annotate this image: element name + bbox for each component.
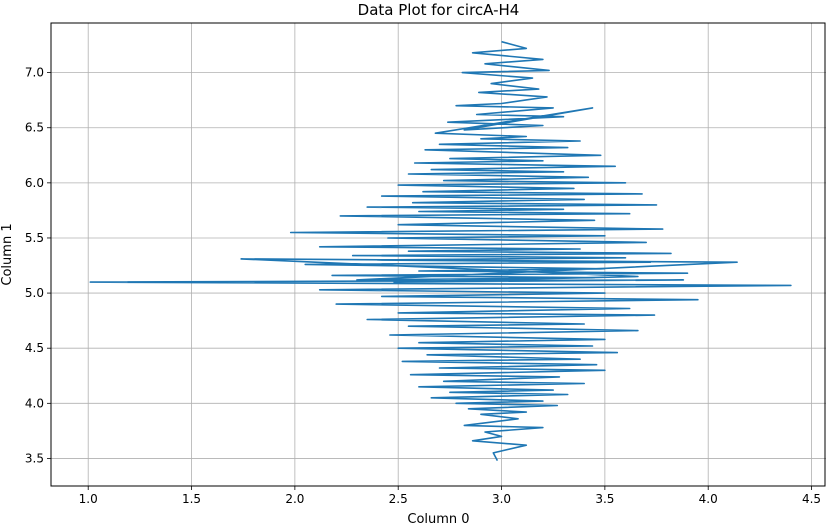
x-tick-label: 4.5 xyxy=(802,492,821,506)
y-tick-label: 7.0 xyxy=(25,66,44,80)
series-layer xyxy=(89,40,792,461)
x-tick-label: 2.0 xyxy=(285,492,304,506)
y-axis-ticks: 3.5 4.0 4.5 5.0 5.5 6.0 6.5 7.0 xyxy=(25,66,51,465)
y-tick-label: 4.5 xyxy=(25,341,44,355)
y-tick-label: 6.0 xyxy=(25,176,44,190)
chart-title: Data Plot for circA-H4 xyxy=(358,1,520,19)
x-axis-ticks: 1.0 1.5 2.0 2.5 3.0 3.5 4.0 4.5 xyxy=(79,486,821,506)
plot-frame xyxy=(50,22,826,487)
series-line-0 xyxy=(89,40,792,461)
y-tick-label: 5.5 xyxy=(25,231,44,245)
x-tick-label: 4.0 xyxy=(699,492,718,506)
x-tick-label: 3.5 xyxy=(595,492,614,506)
y-tick-label: 4.0 xyxy=(25,396,44,410)
x-tick-label: 3.0 xyxy=(492,492,511,506)
y-tick-label: 5.0 xyxy=(25,286,44,300)
x-tick-label: 1.5 xyxy=(182,492,201,506)
x-tick-label: 2.5 xyxy=(389,492,408,506)
x-axis-label: Column 0 xyxy=(407,512,469,527)
y-tick-label: 6.5 xyxy=(25,121,44,135)
y-tick-label: 3.5 xyxy=(25,451,44,465)
y-axis-label: Column 1 xyxy=(0,223,15,285)
x-tick-label: 1.0 xyxy=(79,492,98,506)
